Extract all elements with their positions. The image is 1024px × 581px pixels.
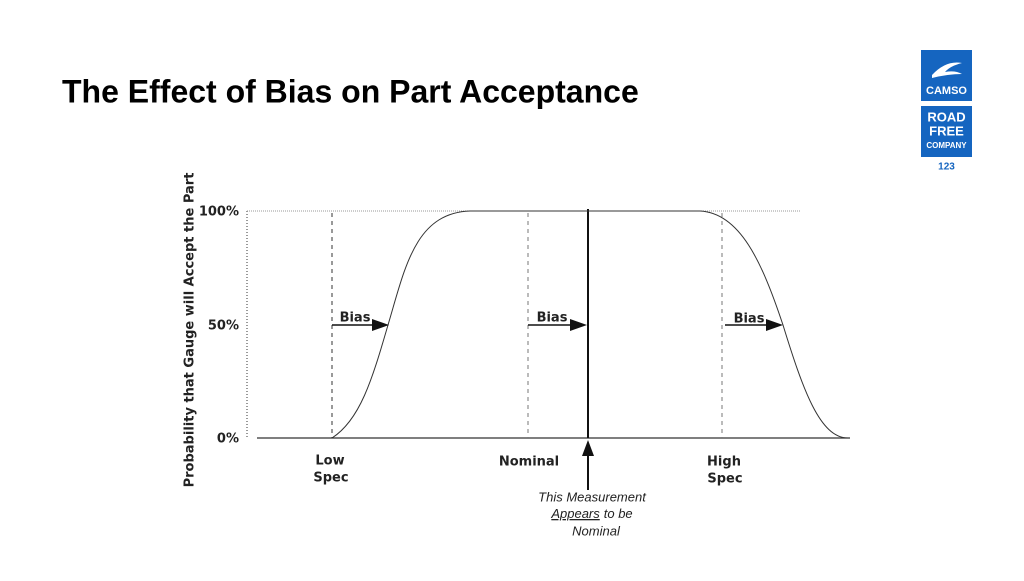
arrowhead <box>372 319 389 331</box>
slide-title: The Effect of Bias on Part Acceptance <box>62 73 639 109</box>
page-number: 123 <box>938 162 955 173</box>
bias-label: Bias <box>340 311 371 326</box>
logo-box <box>921 50 972 101</box>
bias-label: Bias <box>537 311 568 326</box>
x-label: Spec <box>313 471 348 486</box>
y-label: 0% <box>217 432 239 447</box>
annotation: This Measurement <box>538 489 647 504</box>
annotation: Appears to be <box>550 506 632 521</box>
annotation: Nominal <box>572 523 621 538</box>
logo-text: ROAD <box>927 109 965 124</box>
logo-text: FREE <box>929 123 964 138</box>
logo-box <box>921 106 972 157</box>
logo-text: COMPANY <box>926 141 967 150</box>
logo-brand: CAMSO <box>926 85 967 97</box>
arrowhead <box>582 440 594 456</box>
annotation-emphasis: Appears <box>550 506 600 521</box>
arrowhead <box>766 319 783 331</box>
y-label: 50% <box>208 319 239 334</box>
y-label: 100% <box>199 205 239 220</box>
x-label: Spec <box>707 472 742 487</box>
x-label: Nominal <box>499 455 559 470</box>
arrowhead <box>570 319 587 331</box>
diagram <box>246 209 850 490</box>
bias-label: Bias <box>734 312 765 327</box>
x-label: Low <box>315 454 344 469</box>
logo-icon <box>932 62 962 78</box>
y-axis-title: Probability that Gauge will Accept the P… <box>183 173 198 488</box>
acceptance-curve <box>331 210 849 439</box>
annotation-text: to be <box>604 506 633 521</box>
x-label: High <box>707 455 741 470</box>
